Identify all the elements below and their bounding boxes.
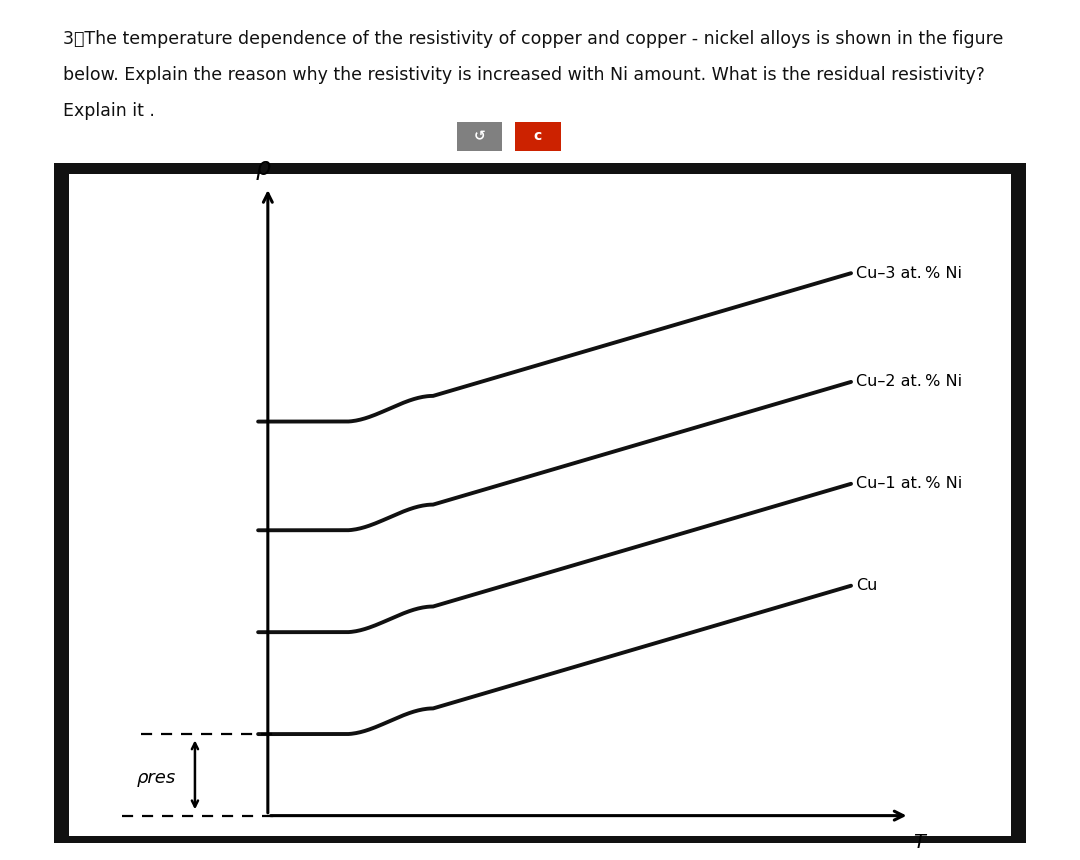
Text: Cu–3 at. % Ni: Cu–3 at. % Ni [855,266,962,280]
Text: Cu–1 at. % Ni: Cu–1 at. % Ni [855,476,962,491]
FancyBboxPatch shape [54,163,1026,843]
Text: 3．The temperature dependence of the resistivity of copper and copper - nickel al: 3．The temperature dependence of the resi… [63,30,1003,48]
Text: ρres: ρres [136,769,176,787]
Text: c: c [534,129,542,144]
Text: ↺: ↺ [474,129,485,144]
Text: Explain it .: Explain it . [63,102,154,120]
Text: Cu–2 at. % Ni: Cu–2 at. % Ni [855,374,962,390]
FancyBboxPatch shape [69,174,1011,836]
Text: ρ: ρ [256,157,270,181]
Text: T: T [914,832,924,851]
Text: Cu: Cu [855,578,877,593]
Text: below. Explain the reason why the resistivity is increased with Ni amount. What : below. Explain the reason why the resist… [63,66,985,84]
